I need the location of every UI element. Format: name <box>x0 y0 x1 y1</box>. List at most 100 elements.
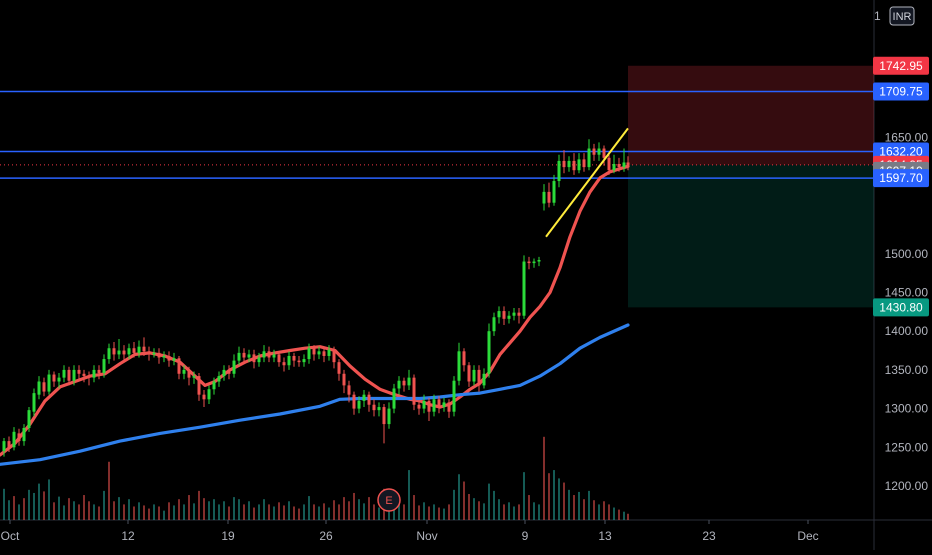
candle-body <box>307 348 311 360</box>
candle <box>87 371 91 386</box>
volume-bar <box>83 495 85 520</box>
volume-bar <box>33 492 35 520</box>
volume-bar <box>343 497 345 520</box>
price-tag-label: 1430.80 <box>879 300 923 314</box>
candle-body <box>412 377 416 405</box>
candle <box>492 312 496 336</box>
candle-body <box>242 352 246 358</box>
volume-bar <box>448 504 450 520</box>
price-tag-box <box>873 56 929 75</box>
volume-bar <box>408 470 410 520</box>
candle <box>237 346 241 366</box>
candle-body <box>172 358 176 361</box>
candle <box>447 399 451 418</box>
candle-body <box>397 380 401 389</box>
candlesticks <box>2 139 630 457</box>
candle-body <box>232 360 236 374</box>
candle-body <box>626 162 630 166</box>
volume-bar <box>138 502 140 520</box>
candle <box>387 402 391 429</box>
candle <box>402 377 406 392</box>
volume-bar <box>248 501 250 520</box>
candle <box>477 365 481 392</box>
time-tick-label: 26 <box>319 529 333 543</box>
candle <box>132 342 136 358</box>
volume-bar <box>453 489 455 520</box>
time-tick-label: Dec <box>797 529 818 543</box>
price-axis: 1200.00 1250.00 1300.00 1350.00 1400.00 1450.… <box>874 6 928 493</box>
volume-bar <box>198 490 200 520</box>
candle <box>282 357 286 372</box>
candle <box>302 354 306 367</box>
candle <box>612 154 616 174</box>
candle-body <box>592 148 596 155</box>
volume-bar <box>503 504 505 520</box>
volume-bar <box>268 504 270 520</box>
candle <box>347 380 351 403</box>
volume-bar <box>508 502 510 520</box>
volume-bar <box>68 498 70 520</box>
candle <box>187 366 191 386</box>
volume-bar <box>213 499 215 520</box>
volume-bar <box>348 501 350 520</box>
volume-bar <box>218 504 220 520</box>
volume-bar <box>533 502 535 520</box>
candle <box>592 143 596 161</box>
candle <box>472 365 476 386</box>
price-tag-label: 1742.95 <box>879 59 923 73</box>
candle-body <box>552 181 556 203</box>
candle <box>372 399 376 417</box>
candle <box>177 355 181 380</box>
volume-bar <box>148 508 150 520</box>
candle <box>622 148 626 172</box>
earnings-event-marker[interactable]: E <box>377 488 401 512</box>
candle-body <box>557 160 561 182</box>
time-axis: Oct 12 19 26 Nov 9 13 23 Dec <box>1 520 819 543</box>
candle <box>32 388 36 417</box>
candle <box>122 345 126 361</box>
candle <box>367 391 371 412</box>
volume-bar <box>108 461 110 520</box>
candle <box>117 338 121 360</box>
moving-average-fast <box>0 164 630 457</box>
candle-body <box>587 148 591 168</box>
volume-bar <box>463 481 465 520</box>
time-tick-label: Oct <box>1 529 20 543</box>
candle-body <box>237 352 241 361</box>
volume-bar <box>373 504 375 520</box>
volume-bar <box>438 507 440 520</box>
volume-bar <box>118 497 120 520</box>
candle <box>467 362 471 387</box>
candle <box>342 369 346 394</box>
candle-body <box>22 427 26 442</box>
candle-body <box>402 380 406 386</box>
candle <box>562 150 566 174</box>
candle <box>422 394 426 414</box>
candle <box>72 365 76 386</box>
candle <box>27 407 31 432</box>
candle <box>267 346 271 363</box>
candle-body <box>142 346 146 352</box>
candle-body <box>472 369 476 382</box>
volume-bar <box>288 501 290 520</box>
candle <box>67 366 71 386</box>
candle-body <box>197 376 201 395</box>
candle-body <box>287 355 291 366</box>
candle <box>482 368 486 389</box>
candle-body <box>47 374 51 392</box>
volume-bar <box>433 504 435 520</box>
candle <box>462 348 466 372</box>
candle-body <box>152 352 156 355</box>
volume-bar <box>73 501 75 520</box>
candle-body <box>137 346 141 353</box>
volume-bar <box>18 504 20 520</box>
candle <box>152 348 156 358</box>
candle-body <box>12 431 16 448</box>
candle-body <box>222 369 226 377</box>
candle-body <box>97 369 101 373</box>
target-zone <box>628 164 874 308</box>
volume-bar <box>623 511 625 520</box>
currency-badge[interactable]: INR <box>889 6 915 26</box>
